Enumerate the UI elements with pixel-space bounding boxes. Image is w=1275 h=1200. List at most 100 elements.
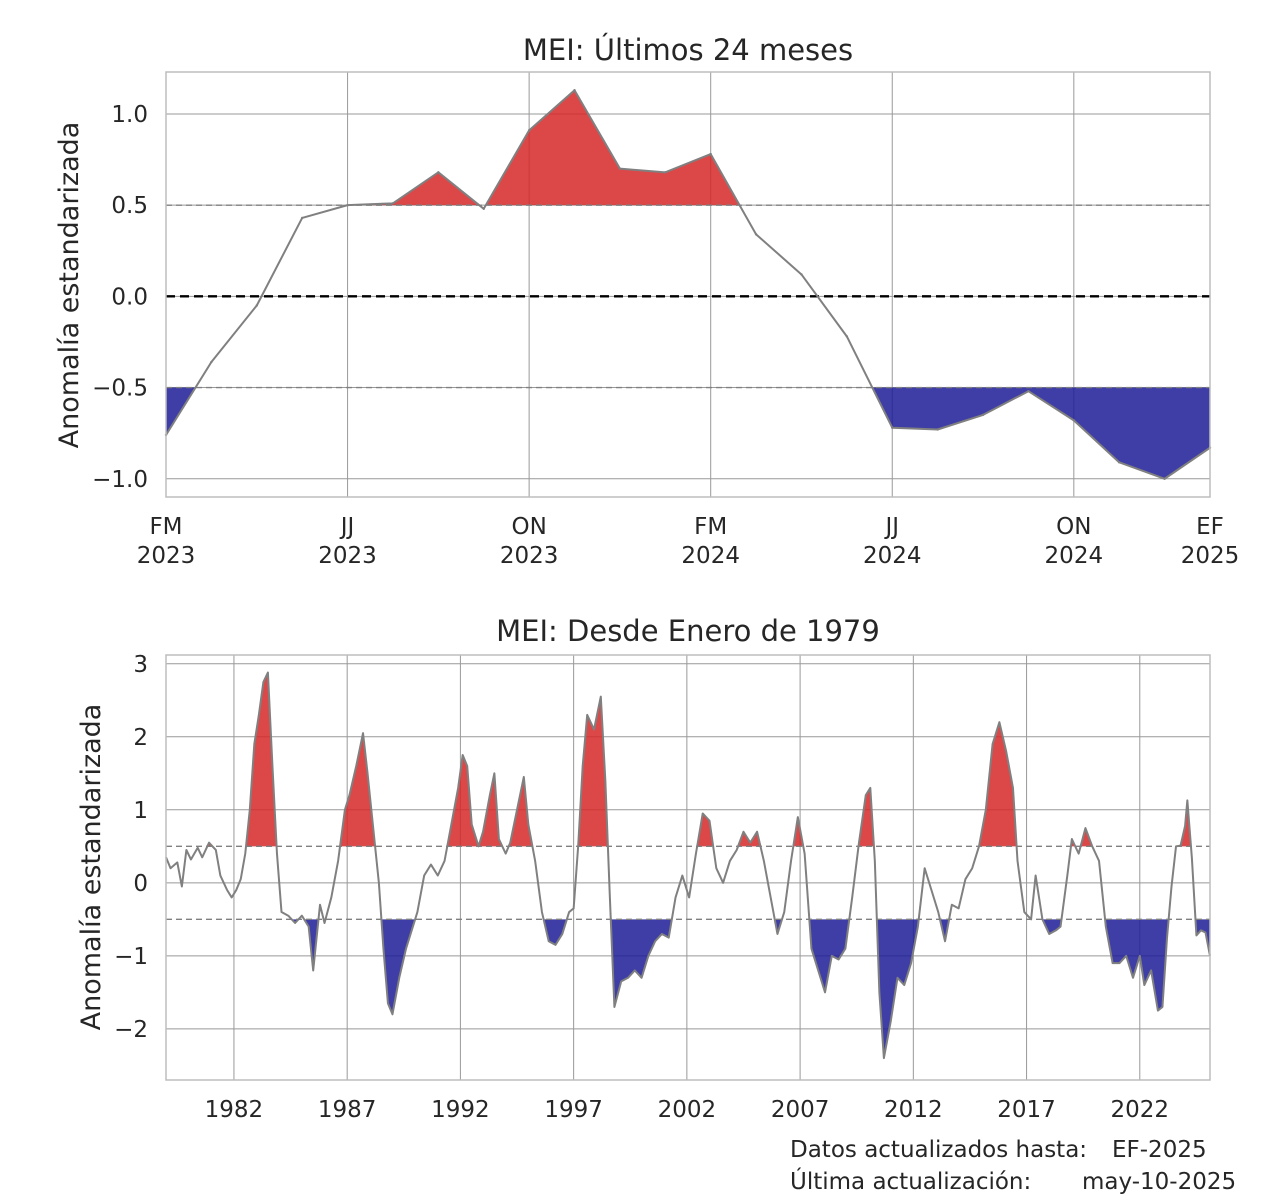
positive-anomaly-fill — [793, 817, 804, 847]
mei-series-panel2 — [165, 671, 1211, 1060]
data-point — [845, 335, 849, 338]
negative-anomaly-fill — [381, 919, 416, 1015]
x-tick-label: 2023 — [500, 543, 559, 569]
data-point — [1118, 461, 1121, 464]
y-tick-label: −1.0 — [92, 467, 148, 493]
y-ticks-panel2: 3 2 1 0 −1 −2 — [114, 652, 148, 1043]
positive-anomaly-fill — [347, 172, 480, 206]
negative-anomaly-fill — [610, 919, 672, 1007]
x-tick-label: 1992 — [431, 1097, 490, 1123]
x-ticks-panel1: FM 2023 JJ 2023 ON 2023 FM 2024 JJ 2024 ON 2024 EF 20… — [137, 514, 1240, 569]
x-tick-label: 1982 — [205, 1097, 264, 1123]
x-tick-label: ON — [1056, 514, 1091, 540]
x-tick-label: JJ — [883, 514, 899, 540]
data-point — [891, 426, 894, 429]
data-point — [664, 171, 667, 174]
positive-anomaly-fill — [508, 776, 533, 847]
footer-update-label: Última actualización: — [790, 1167, 1031, 1195]
panel-since-1979: MEI: Desde Enero de 1979 Anomalía estand… — [76, 614, 1211, 1123]
negative-anomaly-fill — [809, 919, 850, 993]
data-point — [981, 413, 985, 417]
data-point — [618, 167, 622, 170]
x-ticks-panel2: 1982 1987 1992 1997 2002 2007 2012 2017 2022 — [205, 1097, 1169, 1123]
anomaly-fills-panel2 — [207, 672, 1210, 1059]
negative-anomaly-fill — [1195, 919, 1210, 956]
plot-frame-panel2 — [165, 654, 1211, 1081]
chart-title-since-1979: MEI: Desde Enero de 1979 — [496, 614, 880, 648]
data-point — [391, 202, 395, 205]
footer-data-label: Datos actualizados hasta: — [790, 1137, 1087, 1163]
x-tick-label: 2024 — [681, 543, 740, 569]
x-tick-label: 2007 — [771, 1097, 830, 1123]
data-point — [800, 273, 803, 276]
data-point — [573, 89, 576, 92]
data-point — [346, 203, 349, 207]
y-tick-label: −1 — [114, 944, 148, 970]
x-tick-label: EF — [1196, 514, 1224, 540]
positive-anomaly-fill — [858, 787, 874, 847]
x-tick-label: 2024 — [863, 543, 922, 569]
positive-anomaly-fill — [246, 672, 277, 847]
grid-panel2 — [166, 655, 1210, 1080]
x-tick-label: 1997 — [544, 1097, 603, 1123]
x-tick-label: ON — [511, 514, 546, 540]
positive-anomaly-fill — [447, 755, 503, 847]
y-ticks-panel1: 1.0 0.5 0.0 −0.5 −1.0 — [92, 102, 148, 493]
data-point — [210, 360, 213, 364]
data-point — [709, 152, 712, 156]
grid-panel1 — [166, 72, 1210, 497]
y-tick-label: −0.5 — [92, 376, 148, 402]
data-point — [754, 233, 758, 236]
footer-update-value: may-10-2025 — [1082, 1169, 1236, 1195]
positive-anomaly-fill — [979, 722, 1017, 847]
chart-title-last-24-months: MEI: Últimos 24 meses — [523, 33, 853, 67]
data-point — [1027, 390, 1030, 393]
data-point — [300, 216, 304, 220]
data-point — [255, 304, 258, 307]
y-tick-label: 3 — [133, 652, 148, 678]
x-tick-label: 1987 — [318, 1097, 377, 1123]
mei-line — [165, 89, 1211, 480]
positive-anomaly-fill — [340, 733, 376, 847]
x-tick-label: 2023 — [318, 543, 377, 569]
y-tick-label: 2 — [133, 725, 148, 751]
y-tick-label: 0 — [133, 871, 148, 897]
y-tick-label: −2 — [114, 1017, 148, 1043]
x-tick-label: 2002 — [658, 1097, 717, 1123]
data-point — [482, 207, 485, 210]
y-axis-label-panel1: Anomalía estandarizada — [54, 122, 85, 449]
data-point — [527, 129, 531, 132]
x-tick-label: 2025 — [1181, 543, 1240, 569]
negative-anomaly-fill — [543, 919, 567, 945]
x-tick-label: JJ — [339, 514, 355, 540]
footer-data-value: EF-2025 — [1112, 1137, 1207, 1163]
y-tick-label: 0.5 — [111, 193, 148, 219]
x-tick-label: FM — [694, 514, 727, 540]
y-tick-label: 1.0 — [111, 102, 148, 128]
data-point — [437, 171, 440, 174]
negative-anomaly-fill — [872, 387, 1210, 479]
negative-anomaly-fill — [1042, 919, 1062, 934]
x-tick-label: 2012 — [884, 1097, 943, 1123]
positive-anomaly-fill — [1080, 828, 1093, 847]
panel-last-24-months: MEI: Últimos 24 meses Anomalía estandari… — [54, 33, 1239, 569]
plot-frame-panel1 — [165, 71, 1211, 498]
data-point — [1163, 477, 1166, 480]
x-tick-label: 2023 — [137, 543, 196, 569]
footer: Datos actualizados hasta: EF-2025 Última… — [790, 1137, 1236, 1195]
x-tick-label: 2022 — [1111, 1097, 1170, 1123]
mei-line — [165, 671, 1211, 1060]
x-tick-label: 2024 — [1045, 543, 1104, 569]
x-tick-label: 2017 — [997, 1097, 1056, 1123]
y-tick-label: 0.0 — [111, 284, 148, 310]
y-tick-label: 1 — [133, 798, 148, 824]
mei-series-panel1 — [164, 89, 1212, 480]
anomaly-fills-panel1 — [166, 90, 1210, 479]
x-tick-label: FM — [149, 514, 182, 540]
reference-lines-panel1 — [166, 204, 1210, 389]
positive-anomaly-fill — [485, 90, 740, 206]
data-point — [1072, 419, 1076, 422]
y-axis-label-panel2: Anomalía estandarizada — [76, 704, 107, 1031]
data-point — [936, 428, 939, 431]
